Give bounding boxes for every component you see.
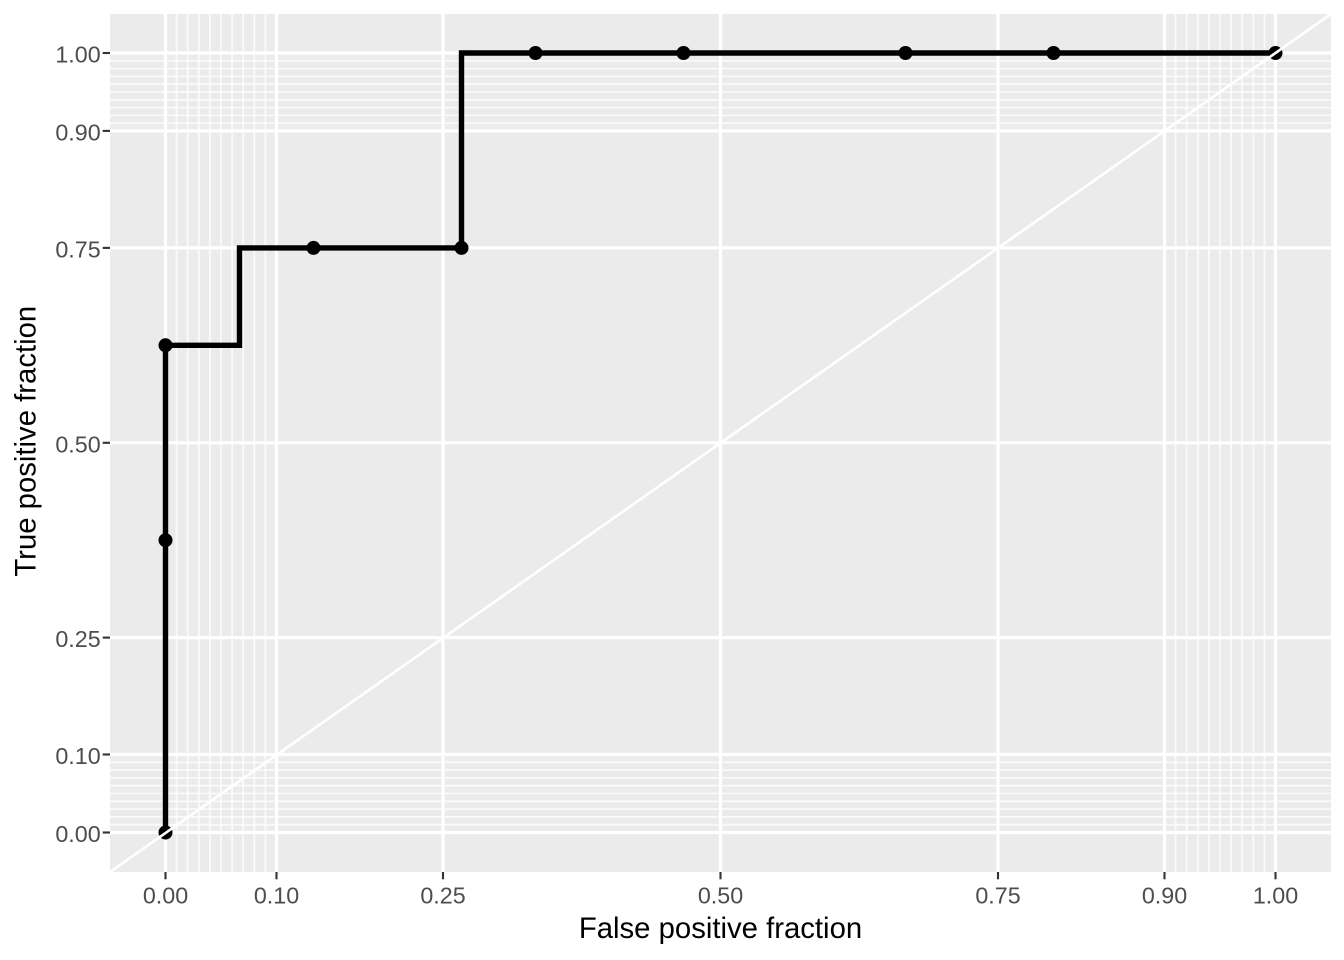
svg-text:0.90: 0.90 — [1142, 883, 1187, 909]
svg-text:False positive fraction: False positive fraction — [579, 912, 862, 945]
svg-text:0.00: 0.00 — [143, 883, 188, 909]
svg-text:0.00: 0.00 — [55, 821, 100, 847]
svg-text:0.10: 0.10 — [254, 883, 299, 909]
svg-text:0.50: 0.50 — [698, 883, 743, 909]
svg-text:1.00: 1.00 — [55, 42, 100, 68]
svg-text:True positive fraction: True positive fraction — [10, 306, 43, 577]
svg-text:0.75: 0.75 — [975, 883, 1020, 909]
svg-text:1.00: 1.00 — [1253, 883, 1298, 909]
svg-text:0.25: 0.25 — [55, 626, 100, 652]
svg-text:0.25: 0.25 — [420, 883, 465, 909]
svg-text:0.50: 0.50 — [55, 431, 100, 457]
svg-text:0.75: 0.75 — [55, 236, 100, 262]
svg-text:0.10: 0.10 — [55, 743, 100, 769]
svg-text:0.90: 0.90 — [55, 119, 100, 145]
